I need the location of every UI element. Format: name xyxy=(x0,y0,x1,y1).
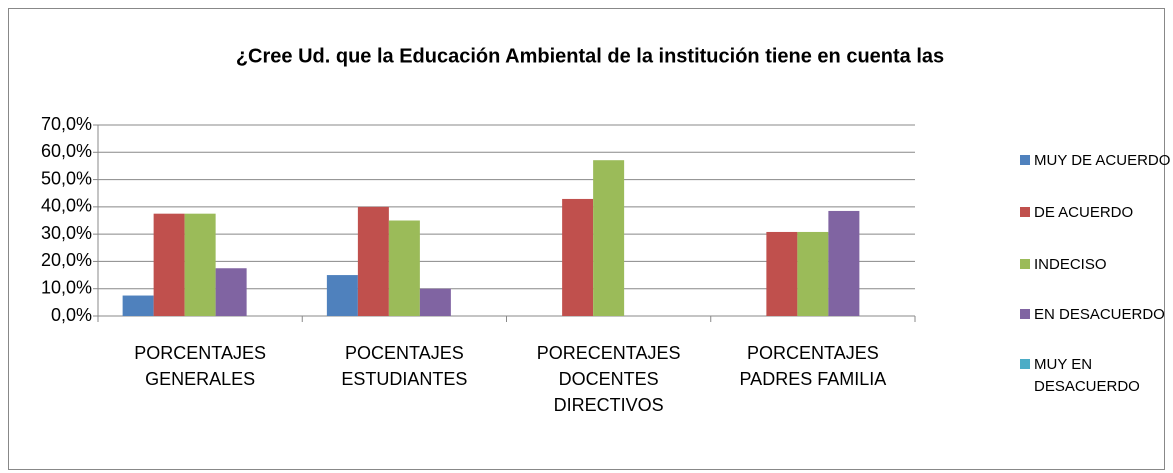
bar xyxy=(828,210,860,316)
bar xyxy=(766,231,798,316)
chart-title: ¿Cree Ud. que la Educación Ambiental de … xyxy=(236,45,944,67)
x-tick-label: PORECENTAJES DOCENTES DIRECTIVOS xyxy=(536,343,681,415)
x-tick-label: PORCENTAJES GENERALES xyxy=(134,343,266,389)
x-tick-label: POCENTAJES ESTUDIANTES xyxy=(341,343,468,389)
bar xyxy=(593,160,625,316)
bar xyxy=(419,288,451,316)
y-tick-label: 60,0% xyxy=(41,141,92,161)
bar xyxy=(153,213,185,316)
y-tick-label: 40,0% xyxy=(41,196,92,216)
bar xyxy=(184,213,216,316)
legend-swatch xyxy=(1020,155,1030,165)
legend-swatch xyxy=(1020,259,1030,269)
legend-label: EN DESACUERDO xyxy=(1034,306,1165,323)
y-tick-label: 30,0% xyxy=(41,223,92,243)
legend-label: DE ACUERDO xyxy=(1034,204,1134,221)
legend-swatch xyxy=(1020,207,1030,217)
y-tick-label: 0,0% xyxy=(51,305,92,325)
bar xyxy=(388,220,420,316)
y-tick-label: 20,0% xyxy=(41,250,92,270)
x-tick-label: PORCENTAJES PADRES FAMILIA xyxy=(739,343,887,389)
legend-label: MUY DE ACUERDO xyxy=(1034,152,1171,169)
y-tick-label: 10,0% xyxy=(41,277,92,297)
y-tick-label: 50,0% xyxy=(41,168,92,188)
bar xyxy=(357,206,389,316)
y-tick-label: 70,0% xyxy=(41,114,92,134)
bar xyxy=(215,268,247,316)
legend-label: INDECISO xyxy=(1034,256,1107,273)
legend-swatch xyxy=(1020,359,1030,369)
bar xyxy=(562,198,594,316)
bar xyxy=(122,295,154,316)
bar xyxy=(326,275,358,316)
legend-swatch xyxy=(1020,309,1030,319)
bar xyxy=(797,231,829,316)
legend-label: MUY EN DESACUERDO xyxy=(1034,356,1140,395)
